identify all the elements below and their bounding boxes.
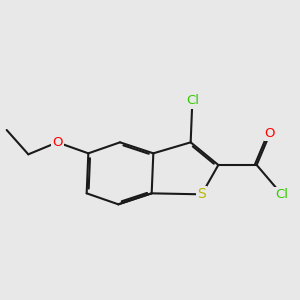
Text: Cl: Cl [186,94,199,107]
Text: Cl: Cl [275,188,288,201]
Text: O: O [265,127,275,140]
Text: S: S [197,187,206,201]
Text: O: O [52,136,63,149]
